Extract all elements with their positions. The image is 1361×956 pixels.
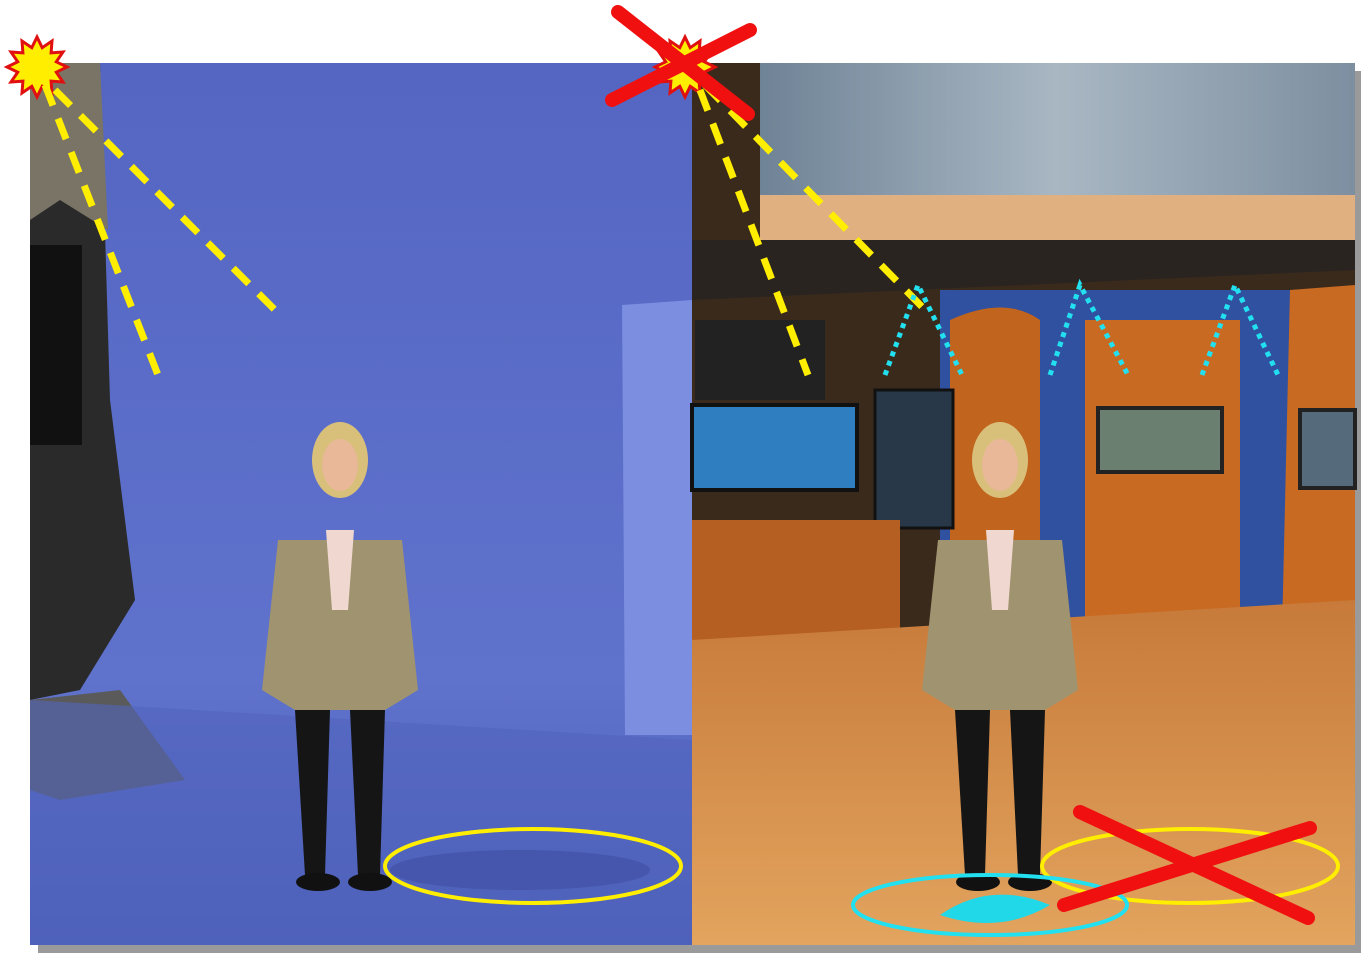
page [0,0,1361,956]
blue-screen-photo [30,63,692,945]
virtual-set-photo [692,63,1355,945]
composite-image [0,0,1361,956]
